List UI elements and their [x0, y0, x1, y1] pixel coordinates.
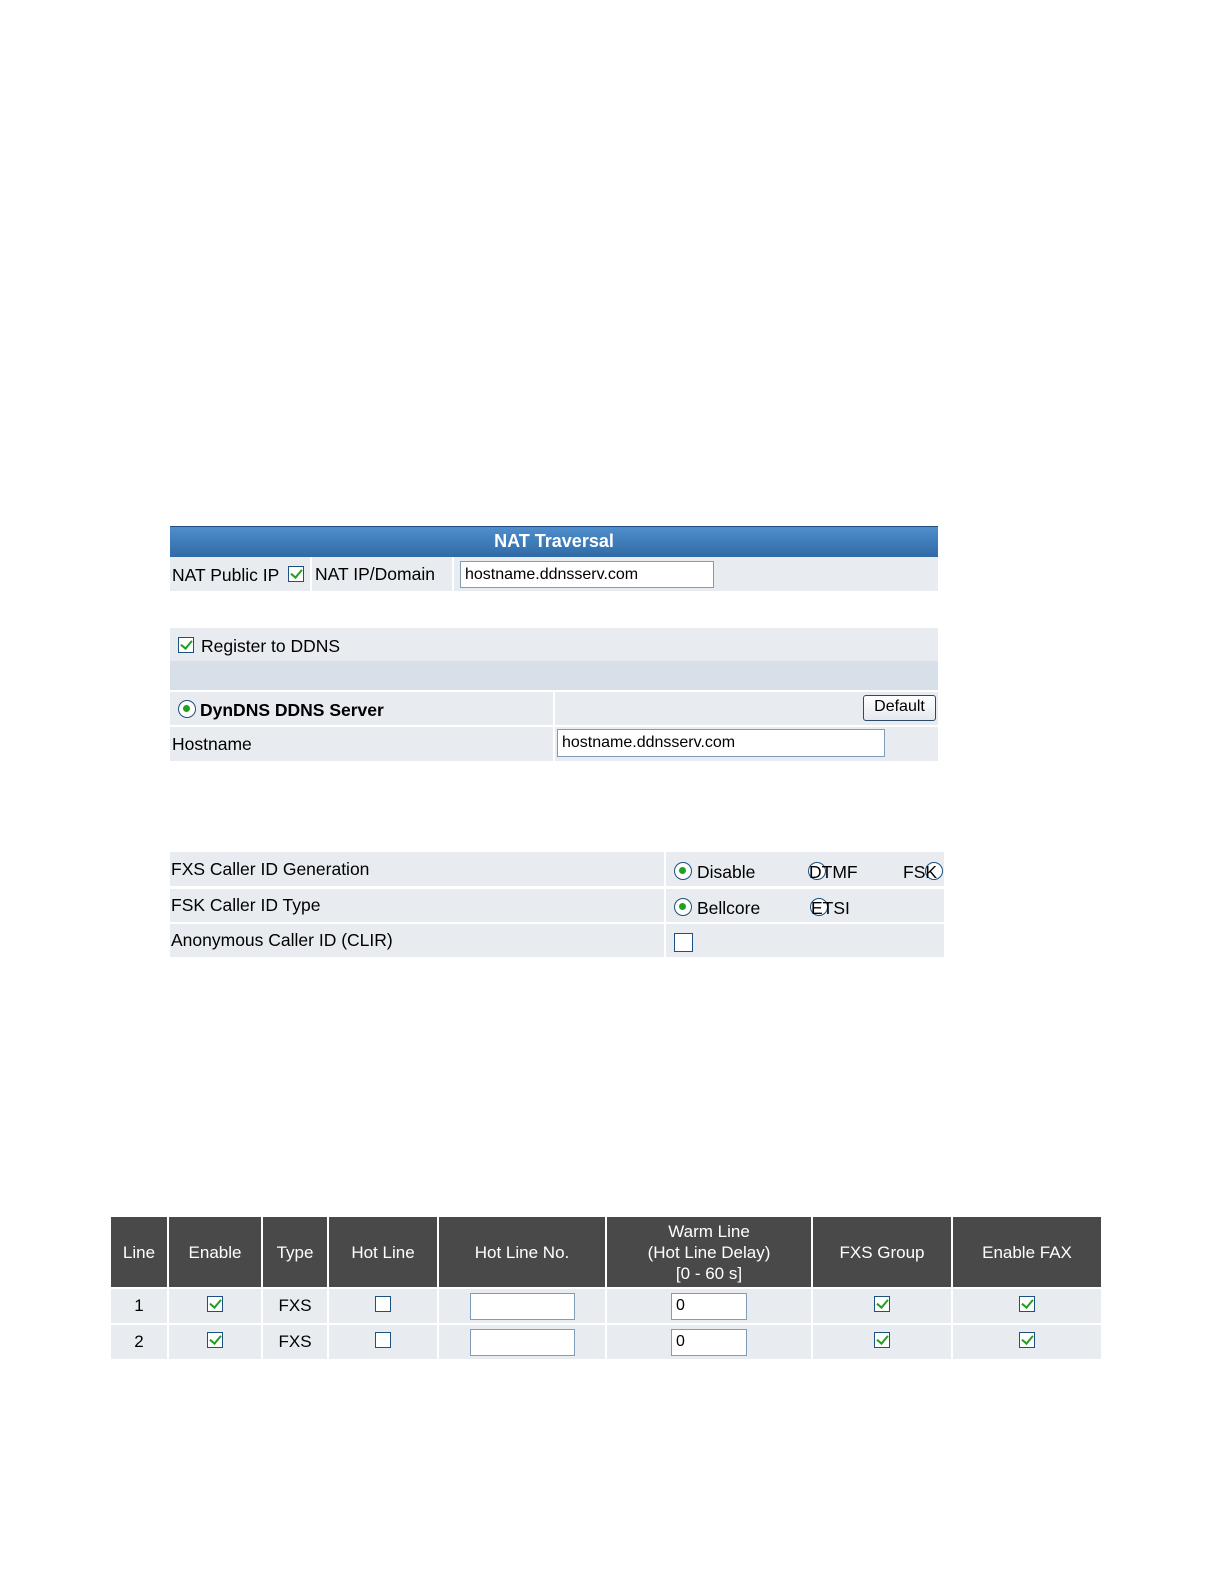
row-fxs-group-cell — [812, 1323, 953, 1359]
nat-row: NAT Public IP NAT IP/Domain — [170, 557, 938, 591]
row-hot-line-no-input[interactable] — [469, 1292, 575, 1320]
row-hot-line-cell — [328, 1323, 439, 1359]
nat-public-ip-cell: NAT Public IP — [170, 557, 312, 591]
header-enable-fax: Enable FAX — [952, 1217, 1101, 1288]
register-ddns-label: Register to DDNS — [201, 636, 341, 656]
fsk-etsi-label: ETSI — [811, 898, 850, 918]
nat-traversal-title: NAT Traversal — [494, 531, 614, 551]
ddns-server-radio[interactable] — [178, 700, 196, 718]
row-enable-cell — [168, 1323, 263, 1359]
ddns-hostname-label-cell: Hostname — [170, 727, 555, 761]
row-hot-line-checkbox[interactable] — [375, 1331, 391, 1348]
register-ddns-checkbox[interactable] — [178, 637, 194, 653]
row-line-number: 2 — [111, 1323, 169, 1359]
generation-disable-label: Disable — [697, 862, 756, 882]
header-hot-line-no: Hot Line No. — [438, 1217, 607, 1288]
nat-traversal-panel: NAT Traversal NAT Public IP NAT IP/Domai… — [170, 526, 938, 591]
lines-table: Line Enable Type Hot Line Hot Line No. W… — [111, 1217, 1101, 1359]
row-warm-line-input[interactable] — [671, 1328, 747, 1356]
ddns-server-cell: DynDNS DDNS Server — [170, 692, 555, 726]
fsk-type-label-cell: FSK Caller ID Type — [170, 889, 666, 922]
table-row: 2 FXS — [111, 1323, 1101, 1359]
table-row: 1 FXS — [111, 1287, 1101, 1324]
fsk-bellcore-radio[interactable] — [674, 898, 692, 916]
row-enable-checkbox[interactable] — [207, 1331, 223, 1348]
caller-id-generation-label: FXS Caller ID Generation — [171, 859, 370, 879]
header-hot-line: Hot Line — [328, 1217, 439, 1288]
row-hot-line-no-cell — [438, 1323, 607, 1359]
ddns-server-label: DynDNS DDNS Server — [200, 700, 384, 720]
lines-table-header-row: Line Enable Type Hot Line Hot Line No. W… — [111, 1217, 1101, 1288]
ddns-hostname-input[interactable] — [557, 729, 885, 757]
row-fxs-group-cell — [812, 1287, 953, 1324]
ddns-hostname-row: Hostname — [170, 725, 938, 761]
fsk-type-label: FSK Caller ID Type — [171, 895, 321, 915]
row-warm-line-input[interactable] — [671, 1292, 747, 1320]
row-hot-line-checkbox[interactable] — [375, 1295, 391, 1312]
generation-fsk-label: FSK — [903, 862, 938, 882]
ddns-server-row: DynDNS DDNS Server Default — [170, 690, 938, 726]
row-line-number: 1 — [111, 1287, 169, 1324]
anonymous-checkbox[interactable] — [674, 933, 693, 952]
nat-traversal-title-bar: NAT Traversal — [170, 526, 938, 557]
header-warm-line-2: (Hot Line Delay) — [647, 1242, 771, 1262]
row-enable-fax-checkbox[interactable] — [1019, 1331, 1035, 1348]
generation-dtmf-label: DTMF — [809, 862, 858, 882]
nat-ip-domain-label: NAT IP/Domain — [315, 564, 435, 584]
header-fxs-group: FXS Group — [812, 1217, 953, 1288]
header-line: Line — [111, 1217, 169, 1288]
row-fxs-group-checkbox[interactable] — [874, 1331, 890, 1348]
row-hot-line-no-cell — [438, 1287, 607, 1324]
generation-disable-radio[interactable] — [674, 862, 692, 880]
nat-public-ip-checkbox[interactable] — [288, 566, 304, 582]
fsk-etsi-radio[interactable] — [810, 898, 829, 916]
row-warm-line-cell — [606, 1287, 813, 1324]
header-warm-line-3: [0 - 60 s] — [675, 1263, 743, 1283]
header-enable: Enable — [168, 1217, 263, 1288]
row-hot-line-no-input[interactable] — [469, 1328, 575, 1356]
fsk-type-row: FSK Caller ID Type Bellcore ETSI — [170, 887, 944, 922]
ddns-panel: Register to DDNS DynDNS DDNS Server Defa… — [170, 628, 938, 761]
nat-ip-domain-label-cell: NAT IP/Domain — [312, 557, 454, 591]
ddns-register-row: Register to DDNS — [170, 628, 938, 661]
row-enable-checkbox[interactable] — [207, 1295, 223, 1312]
caller-id-panel: FXS Caller ID Generation Disable DTMF FS… — [170, 852, 944, 957]
row-enable-fax-checkbox[interactable] — [1019, 1295, 1035, 1312]
ddns-spacer-row — [170, 661, 938, 690]
header-type: Type — [262, 1217, 329, 1288]
row-enable-cell — [168, 1287, 263, 1324]
row-hot-line-cell — [328, 1287, 439, 1324]
anonymous-row: Anonymous Caller ID (CLIR) — [170, 922, 944, 957]
anonymous-label: Anonymous Caller ID (CLIR) — [171, 930, 393, 950]
nat-public-ip-label: NAT Public IP — [172, 565, 280, 585]
ddns-hostname-label: Hostname — [172, 734, 252, 754]
row-warm-line-cell — [606, 1323, 813, 1359]
generation-fsk-radio[interactable] — [924, 862, 943, 880]
row-type: FXS — [262, 1287, 329, 1324]
header-warm-line: Warm Line (Hot Line Delay) [0 - 60 s] — [606, 1217, 813, 1288]
row-fxs-group-checkbox[interactable] — [874, 1295, 890, 1312]
generation-dtmf-radio[interactable] — [808, 862, 827, 880]
caller-id-generation-label-cell: FXS Caller ID Generation — [170, 852, 666, 886]
default-button[interactable]: Default — [863, 695, 936, 721]
row-enable-fax-cell — [952, 1323, 1101, 1359]
row-type: FXS — [262, 1323, 329, 1359]
row-enable-fax-cell — [952, 1287, 1101, 1324]
nat-ip-domain-input[interactable] — [460, 561, 714, 588]
caller-id-generation-row: FXS Caller ID Generation Disable DTMF FS… — [170, 852, 944, 886]
fsk-bellcore-label: Bellcore — [697, 898, 761, 918]
header-warm-line-1: Warm Line — [668, 1221, 750, 1241]
anonymous-label-cell: Anonymous Caller ID (CLIR) — [170, 924, 666, 957]
